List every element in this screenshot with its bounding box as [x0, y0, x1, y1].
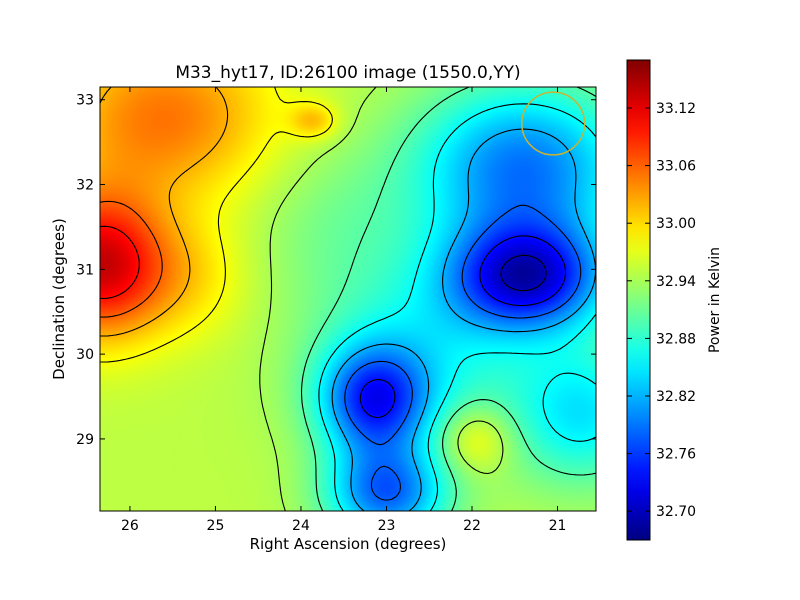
contour-line [359, 235, 567, 419]
y-tick-label: 31 [76, 262, 94, 278]
contour-line [100, 225, 140, 300]
contour-line [100, 200, 163, 318]
colorbar-tick-label: 32.82 [656, 389, 696, 405]
y-axis: 29 30 31 32 33 [76, 93, 596, 448]
colorbar-tick-label: 33.12 [656, 101, 696, 117]
x-tick-label: 22 [463, 518, 481, 534]
colorbar-tick-label: 32.70 [656, 504, 696, 520]
contour-lines [100, 87, 596, 511]
colorbar-tick-label: 32.76 [656, 447, 696, 463]
y-tick-label: 32 [76, 178, 94, 194]
contour-line [344, 204, 582, 501]
contour-line [500, 254, 547, 292]
contour-line [318, 103, 596, 511]
colorbar-tick-label: 33.00 [656, 216, 696, 232]
colorbar-label: Power in Kelvin [707, 247, 723, 353]
contour-line [300, 87, 596, 511]
y-tick-label: 29 [76, 432, 94, 448]
colorbar-tick-label: 33.06 [656, 159, 696, 175]
plot-area [99, 86, 597, 512]
x-tick-label: 21 [549, 518, 567, 534]
colorbar-tick-label: 32.94 [656, 274, 696, 290]
colorbar-tick-label: 32.88 [656, 331, 696, 347]
colorbar: 32.70 32.76 32.82 32.88 32.94 33.00 33.06 33.12… [626, 59, 723, 541]
contour-line [100, 87, 333, 363]
colorbar-ticks: 32.70 32.76 32.82 32.88 32.94 33.00 33.06 33.12 [627, 101, 696, 520]
heatmap-image [100, 87, 596, 511]
contour-line [331, 128, 596, 511]
y-tick-label: 33 [76, 93, 94, 109]
y-axis-label: Declination (degrees) [50, 218, 68, 380]
y-tick-label: 30 [76, 347, 94, 363]
contour-line [259, 87, 504, 511]
x-tick-label: 26 [121, 518, 139, 534]
x-axis: 26 25 24 23 22 21 [121, 87, 566, 534]
plot-frame [99, 86, 597, 512]
colorbar-scale [626, 59, 651, 541]
chart-title: M33_hyt17, ID:26100 image (1550.0,YY) [175, 63, 520, 83]
x-tick-label: 25 [207, 518, 225, 534]
x-tick-label: 23 [378, 518, 396, 534]
x-axis-label: Right Ascension (degrees) [250, 535, 447, 553]
beam-circle [521, 91, 586, 156]
x-tick-label: 24 [292, 518, 310, 534]
